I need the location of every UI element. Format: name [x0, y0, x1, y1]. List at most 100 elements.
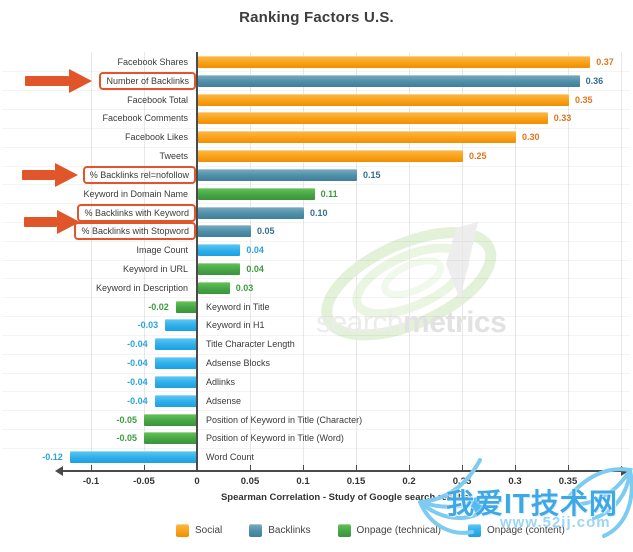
category-label: Image Count: [136, 245, 188, 256]
bar-value-label: 0.11: [320, 188, 338, 199]
row-separator: [2, 203, 630, 205]
bar-value-label: -0.04: [127, 339, 148, 350]
row-separator: [2, 391, 630, 393]
row-separator: [2, 372, 630, 374]
category-label: Facebook Shares: [117, 57, 188, 67]
bar: [69, 451, 197, 464]
axis-tick: [462, 465, 463, 470]
axis-tick: [250, 465, 251, 470]
row-separator: [2, 334, 630, 336]
bar: [144, 413, 197, 426]
row-separator: [2, 184, 630, 186]
grid-line: [409, 52, 410, 470]
axis-tick: [515, 465, 516, 470]
bar: [198, 74, 580, 87]
axis-tick: [197, 465, 198, 470]
bar: [198, 187, 315, 200]
bar: [154, 338, 197, 351]
legend-swatch-icon: [176, 524, 189, 537]
category-row: Keyword in URL: [0, 260, 188, 279]
axis-tick: [144, 465, 145, 470]
row-separator: [2, 447, 630, 449]
category-row: Keyword in Description: [0, 278, 188, 297]
bar: [154, 357, 197, 370]
bar-value-label: 0.30: [522, 132, 540, 143]
axis-tick-label: 0.15: [346, 476, 366, 487]
bar-value-label: 0.15: [363, 169, 381, 180]
arrow-shaft: [24, 216, 57, 227]
category-label: Position of Keyword in Title (Character): [206, 414, 363, 425]
bar-value-label: 0.35: [575, 94, 593, 105]
axis-tick-label: -0.1: [82, 476, 100, 487]
bar-value-label: -0.12: [42, 452, 63, 463]
legend-label: Social: [195, 525, 223, 536]
legend-swatch-icon: [468, 524, 481, 537]
axis-tick: [91, 465, 92, 470]
category-row: Facebook Likes: [0, 128, 188, 147]
category-label: Keyword in H1: [206, 320, 265, 331]
bar-value-label: 0.03: [235, 282, 254, 293]
category-label: Keyword in Description: [95, 282, 188, 293]
annotation-arrow-icon: [22, 163, 78, 187]
bar: [175, 300, 197, 313]
bar-value-label: -0.05: [116, 433, 137, 444]
axis-tick-label: 0: [194, 476, 200, 487]
arrow-head: [69, 69, 92, 93]
bar-value-label: 0.37: [596, 57, 614, 67]
category-row: Position of Keyword in Title (Word): [206, 429, 466, 448]
category-row: Adsense: [206, 391, 466, 410]
category-label: Adsense Blocks: [206, 358, 271, 369]
legend-item: Onpage (technical): [337, 524, 441, 537]
bar-value-label: -0.04: [127, 358, 148, 369]
page-title: Ranking Factors U.S.: [239, 9, 394, 26]
chinese-site-watermark: 我爱IT技术网: [446, 488, 618, 519]
grid-line: [144, 52, 145, 470]
grid-line: [356, 52, 357, 470]
category-label: Position of Keyword in Title (Word): [206, 433, 344, 444]
axis-tick: [409, 465, 410, 470]
axis-tick-label: 0.3: [508, 476, 522, 487]
axis-tick-label: 0.2: [402, 476, 416, 487]
legend-item: Backlinks: [249, 524, 311, 537]
category-label-highlighted: Number of Backlinks: [99, 71, 196, 90]
axis-arrow-left: [55, 466, 63, 476]
bar: [198, 244, 241, 257]
grid-line: [515, 52, 516, 470]
bar-value-label: 0.10: [310, 207, 328, 218]
row-separator: [2, 165, 630, 167]
category-label: Adsense: [206, 395, 242, 406]
bar-value-label: 0.33: [553, 113, 572, 124]
bar-value-label: 0.04: [246, 264, 264, 275]
legend-label: Backlinks: [268, 525, 311, 536]
x-axis-line: [62, 470, 622, 472]
category-row: Keyword in Title: [206, 297, 466, 316]
legend: Social Backlinks Onpage (technical) Onpage …: [176, 524, 565, 537]
legend-swatch-icon: [337, 524, 351, 537]
axis-tick: [568, 465, 569, 470]
category-row: Keyword in Domain Name: [0, 184, 188, 203]
bar: [198, 225, 251, 238]
row-separator: [2, 90, 630, 92]
category-row: Title Character Length: [206, 335, 466, 354]
bar: [198, 168, 357, 181]
category-label: Keyword in Title: [206, 301, 270, 312]
grid-line: [303, 52, 304, 470]
bar-value-label: -0.02: [148, 301, 169, 312]
category-row: Keyword in H1: [206, 316, 466, 335]
bar-value-label: -0.03: [137, 320, 159, 331]
category-row: Image Count: [0, 241, 188, 260]
bar: [198, 112, 548, 125]
legend-swatch-icon: [249, 524, 263, 537]
bar-value-label: 0.04: [246, 245, 264, 256]
category-label: Facebook Comments: [102, 113, 188, 124]
axis-arrow-right: [621, 466, 629, 476]
grid-line: [568, 52, 569, 470]
category-row: Facebook Comments: [0, 109, 188, 128]
bar: [198, 56, 591, 68]
grid-line: [462, 52, 463, 470]
row-separator: [2, 127, 630, 129]
bar: [144, 432, 197, 445]
row-separator: [2, 353, 630, 355]
legend-label: Onpage (content): [487, 525, 565, 536]
grid-line: [250, 52, 251, 470]
